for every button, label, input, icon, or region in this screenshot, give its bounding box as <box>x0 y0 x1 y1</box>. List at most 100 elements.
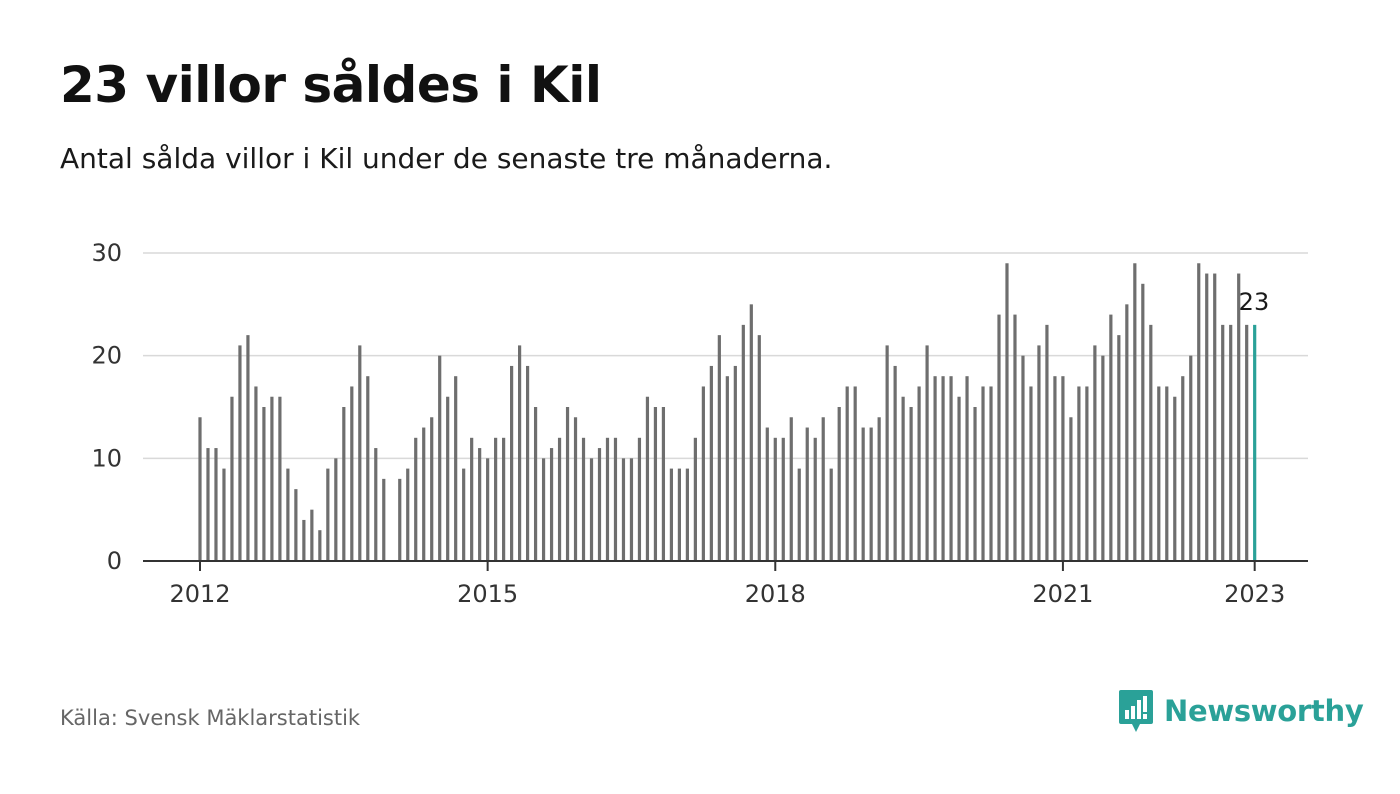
bar <box>502 437 506 561</box>
bar <box>597 448 602 561</box>
bar <box>653 407 658 561</box>
annotations: 23 <box>1239 288 1270 316</box>
bar <box>773 437 777 561</box>
bar <box>949 376 953 561</box>
bar <box>406 468 410 561</box>
bar <box>1237 273 1241 561</box>
bar <box>965 376 969 561</box>
bar <box>725 376 729 561</box>
bar <box>1005 263 1009 561</box>
bar <box>1053 376 1057 561</box>
source-note: Källa: Svensk Mäklarstatistik <box>60 706 361 730</box>
bar <box>494 437 498 561</box>
bar <box>901 396 905 561</box>
chart-subtitle: Antal sålda villor i Kil under de senast… <box>60 142 833 175</box>
bar <box>270 396 274 561</box>
bar <box>366 376 370 561</box>
bar <box>1173 396 1177 561</box>
bars <box>198 263 1257 561</box>
bar <box>717 335 721 561</box>
bar <box>613 437 618 561</box>
bar <box>1093 345 1097 561</box>
bar <box>925 345 929 561</box>
bar <box>1021 355 1025 561</box>
bar <box>861 427 865 561</box>
chart-title: 23 villor såldes i Kil <box>60 56 602 114</box>
bar <box>709 365 713 561</box>
bar <box>781 437 785 561</box>
bar <box>829 468 833 561</box>
bar <box>869 427 873 561</box>
bar <box>1221 324 1225 561</box>
bar-highlight <box>1253 324 1257 561</box>
bar <box>206 448 210 561</box>
y-tick-label: 30 <box>91 239 122 267</box>
bar <box>669 468 674 561</box>
bar <box>350 386 354 561</box>
bar <box>1013 314 1017 561</box>
bar <box>1213 273 1217 561</box>
bar <box>414 437 418 561</box>
bar <box>557 437 562 561</box>
x-tick-label: 2021 <box>1032 580 1093 608</box>
bar <box>885 345 889 561</box>
bar <box>733 365 737 561</box>
bar <box>525 365 530 561</box>
bar <box>741 324 745 561</box>
bar <box>605 437 610 561</box>
bar <box>701 386 705 561</box>
bar <box>222 468 226 561</box>
bar <box>533 407 538 561</box>
bar <box>1069 417 1073 561</box>
bar <box>757 335 761 561</box>
bar <box>789 417 793 561</box>
bar <box>478 448 482 561</box>
bar <box>749 304 753 561</box>
bar <box>278 396 282 561</box>
bar <box>398 478 402 561</box>
bar <box>909 407 913 561</box>
bar <box>262 407 266 561</box>
bar <box>581 437 586 561</box>
bar <box>1077 386 1081 561</box>
bar <box>342 407 346 561</box>
bar <box>845 386 849 561</box>
bar <box>637 437 642 561</box>
bar <box>1125 304 1129 561</box>
bar <box>438 355 442 561</box>
bar <box>549 448 554 561</box>
bar <box>1157 386 1161 561</box>
bar <box>541 458 546 561</box>
brand-logo: Newsworthy <box>1118 688 1364 734</box>
gridlines <box>143 252 1308 460</box>
bar <box>629 458 634 561</box>
bar <box>318 530 322 561</box>
bar <box>821 417 825 561</box>
bar <box>1181 376 1185 561</box>
bar <box>1085 386 1089 561</box>
bar <box>1037 345 1041 561</box>
bar <box>254 386 258 561</box>
bar <box>837 407 841 561</box>
bar <box>997 314 1001 561</box>
bar <box>1045 324 1049 561</box>
bar <box>326 468 330 561</box>
bar <box>765 427 769 561</box>
y-tick-label: 20 <box>91 342 122 370</box>
bar <box>917 386 921 561</box>
bar <box>805 427 809 561</box>
bar <box>853 386 857 561</box>
bar <box>510 365 514 561</box>
latest-value-label: 23 <box>1239 288 1270 316</box>
bar <box>294 489 298 561</box>
bar <box>565 407 570 561</box>
bar <box>486 458 490 561</box>
y-axis-labels: 0 10 20 30 <box>91 239 122 575</box>
bar <box>1197 263 1201 561</box>
bar <box>374 448 378 561</box>
bar <box>1117 335 1121 561</box>
bar <box>246 335 250 561</box>
bar <box>1061 376 1065 561</box>
bar <box>1029 386 1033 561</box>
bar <box>573 417 578 561</box>
